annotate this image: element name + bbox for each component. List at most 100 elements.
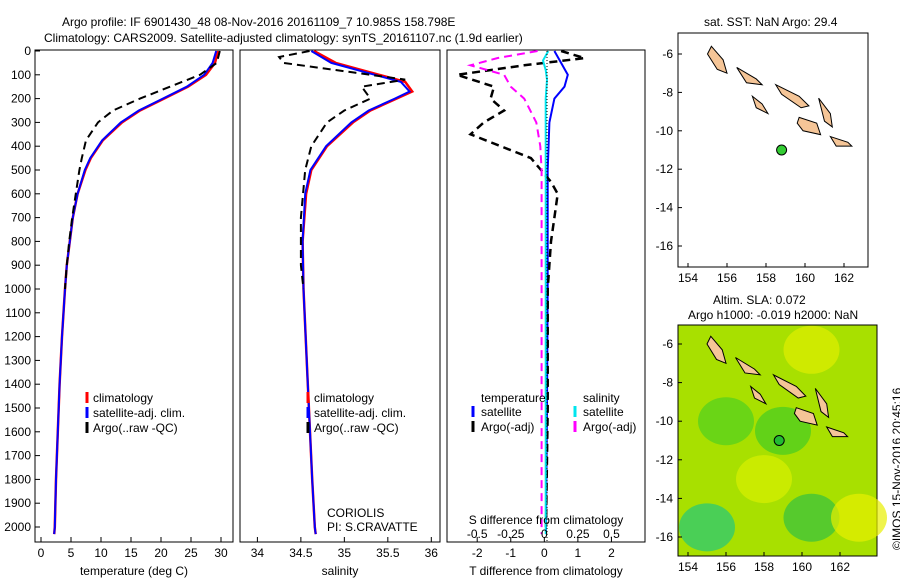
- map-lon-label: 160: [792, 560, 812, 574]
- map-lon-label: 156: [716, 560, 736, 574]
- island: [706, 335, 727, 365]
- x-tick-label: 1: [575, 546, 582, 560]
- legend-label: Argo(..raw -QC): [93, 421, 178, 435]
- x2-tick-label: -0.25: [497, 527, 525, 541]
- y-tick-label: 1100: [5, 306, 31, 320]
- x-tick-label: 34: [251, 546, 265, 560]
- argo-location-marker: [773, 435, 785, 446]
- map-lat-label: -10: [656, 414, 674, 428]
- x-tick-label: 34.5: [289, 546, 313, 560]
- sla-field-patch: [755, 406, 811, 455]
- island: [772, 373, 807, 399]
- y-tick-label: 1600: [4, 425, 31, 439]
- series-line-climatology: [301, 49, 415, 535]
- legend-label: Argo(..raw -QC): [314, 421, 399, 435]
- x-axis-label: temperature (deg C): [80, 564, 188, 578]
- y-tick-label: 1700: [4, 449, 31, 463]
- series-line-climatology: [52, 50, 220, 535]
- island: [735, 357, 762, 376]
- panel-frame-temperature: [34, 49, 234, 543]
- x-tick-label: 5: [68, 546, 75, 560]
- argo-location-marker: [776, 144, 788, 156]
- series-line-satellite-adj-clim-: [301, 50, 412, 535]
- legend-title-temperature: temperature: [481, 391, 546, 405]
- x2-tick-label: 0: [541, 527, 548, 541]
- x2-axis-label: S difference from climatology: [469, 513, 624, 527]
- map-lon-label: 156: [717, 271, 737, 285]
- x-axis-label: salinity: [322, 564, 359, 578]
- y-tick-label: 600: [11, 187, 31, 201]
- map2-title: Altim. SLA: 0.072: [713, 293, 806, 307]
- legend-title-salinity: salinity: [583, 391, 620, 405]
- series-line-satellite-adj-clim-: [53, 50, 218, 535]
- map-lat-label: -6: [662, 337, 673, 351]
- y-tick-label: 1200: [4, 330, 31, 344]
- sla-field-patch: [783, 325, 840, 374]
- map1-title: sat. SST: NaN Argo: 29.4: [704, 15, 838, 29]
- island: [818, 97, 833, 129]
- map-lon-label: 160: [795, 271, 815, 285]
- series-line-argo-raw-qc-: [277, 50, 406, 290]
- x2-tick-label: 0.5: [603, 527, 620, 541]
- y-tick-label: 300: [11, 115, 31, 129]
- legend-label: climatology: [93, 391, 153, 405]
- map-lat-label: -6: [662, 47, 673, 61]
- x-tick-label: 30: [214, 546, 228, 560]
- legend-label: satellite: [583, 405, 624, 419]
- y-tick-label: 2000: [4, 520, 31, 534]
- copyright: ©IMOS 15-Nov-2016 20:45:16: [890, 387, 900, 550]
- y-tick-label: 1000: [4, 282, 31, 296]
- map-lat-label: -12: [656, 162, 674, 176]
- map-lon-label: 162: [834, 271, 854, 285]
- x-tick-label: 25: [184, 546, 198, 560]
- series-line-s-satellite: [541, 50, 550, 535]
- map-lat-label: -12: [656, 453, 674, 467]
- annotation-coriolis: CORIOLIS: [327, 506, 385, 520]
- x-tick-label: 0: [38, 546, 45, 560]
- legend-label: satellite-adj. clim.: [314, 406, 406, 420]
- legend-label: satellite-adj. clim.: [93, 406, 185, 420]
- map-lat-label: -8: [662, 85, 673, 99]
- x-tick-label: 2: [608, 546, 615, 560]
- map-lon-label: 154: [678, 271, 698, 285]
- island: [749, 384, 768, 406]
- island: [751, 94, 770, 115]
- legend-label: climatology: [314, 391, 374, 405]
- title-line2: Climatology: CARS2009. Satellite-adjuste…: [44, 31, 523, 45]
- x-tick-label: 36: [425, 546, 439, 560]
- y-tick-label: 800: [11, 234, 31, 248]
- y-tick-label: 1400: [4, 377, 31, 391]
- sla-field-patch: [679, 503, 735, 552]
- x-tick-label: 20: [154, 546, 168, 560]
- y-tick-label: 500: [11, 163, 31, 177]
- legend-label: satellite: [481, 405, 522, 419]
- map-lat-label: -14: [656, 201, 674, 215]
- x2-tick-label: -0.5: [467, 527, 488, 541]
- island: [829, 135, 854, 147]
- map-lat-label: -16: [656, 239, 674, 253]
- y-tick-label: 900: [11, 258, 31, 272]
- x2-tick-label: 0.25: [566, 527, 590, 541]
- island: [736, 67, 764, 86]
- island: [796, 116, 822, 136]
- y-tick-label: 1800: [4, 472, 31, 486]
- y-tick-label: 200: [11, 92, 31, 106]
- map-lat-label: -8: [662, 376, 673, 390]
- island: [706, 45, 728, 75]
- island: [793, 407, 818, 426]
- sla-field-patch: [698, 397, 754, 446]
- series-line-argo-raw-qc-: [64, 50, 221, 290]
- sla-field-patch: [831, 493, 887, 542]
- map2-subtitle: Argo h1000: -0.019 h2000: NaN: [688, 308, 859, 322]
- map-lat-label: -14: [656, 491, 674, 505]
- y-tick-label: 400: [11, 139, 31, 153]
- y-tick-label: 1500: [4, 401, 31, 415]
- y-tick-label: 100: [11, 68, 31, 82]
- annotation-pi: PI: S.CRAVATTE: [327, 520, 418, 534]
- x-tick-label: -1: [505, 546, 516, 560]
- series-line-s-argo-adj-: [466, 50, 543, 535]
- sla-field-patch: [783, 493, 840, 542]
- x-axis-label: T difference from climatology: [469, 564, 623, 578]
